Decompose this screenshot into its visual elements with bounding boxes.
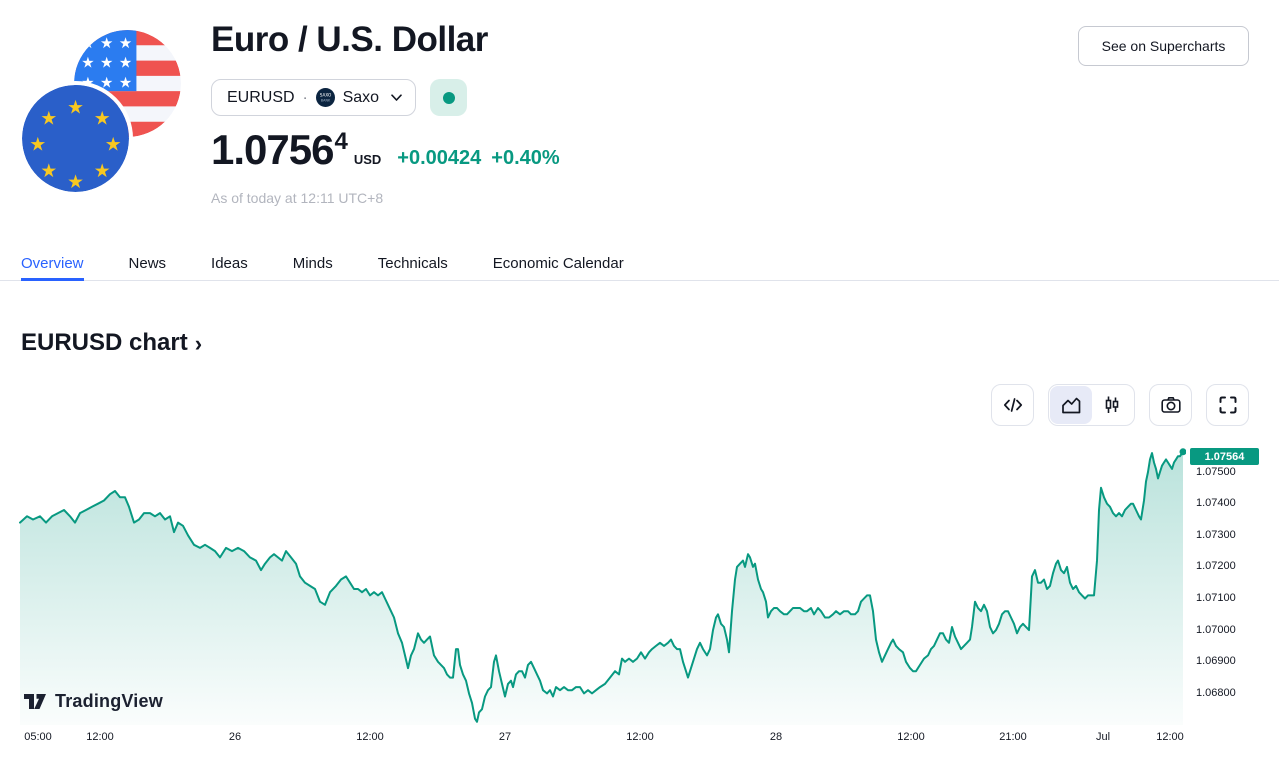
price-change: +0.00424 +0.40% xyxy=(397,147,559,170)
camera-icon xyxy=(1159,393,1183,417)
price-chart: 1.07500 1.07400 1.07300 1.07200 1.07100 1.070… xyxy=(0,448,1279,758)
price-scale[interactable]: 1.07500 1.07400 1.07300 1.07200 1.07100 1.070… xyxy=(1196,448,1276,725)
tab-ideas[interactable]: Ideas xyxy=(211,247,248,281)
x-axis-label: 12:00 xyxy=(1156,731,1184,743)
symbol-name: EURUSD xyxy=(227,88,295,106)
tradingview-attribution[interactable]: TradingView xyxy=(22,691,163,712)
x-axis-label: 12:00 xyxy=(626,731,654,743)
last-price-badge: 1.07564 xyxy=(1190,448,1259,465)
price-line xyxy=(19,450,1184,723)
page-title: Euro / U.S. Dollar xyxy=(211,20,488,59)
symbol-row: EURUSD · SAXO BANK Saxo xyxy=(211,79,468,116)
candlestick-icon xyxy=(1100,393,1124,417)
candlestick-chart-type-button[interactable] xyxy=(1092,386,1134,424)
y-axis-label: 1.07400 xyxy=(1196,497,1236,509)
embed-code-button[interactable] xyxy=(991,384,1034,426)
tradingview-logo-text: TradingView xyxy=(55,691,163,711)
tab-minds[interactable]: Minds xyxy=(293,247,333,281)
price-fractional-digit: 4 xyxy=(334,128,347,155)
x-axis-label: 12:00 xyxy=(897,731,925,743)
svg-text:★: ★ xyxy=(100,54,113,72)
change-percent: +0.40% xyxy=(491,147,560,169)
market-open-dot-icon xyxy=(442,91,455,104)
price-currency: USD xyxy=(353,152,382,167)
x-axis-label: 12:00 xyxy=(356,731,384,743)
svg-text:★: ★ xyxy=(81,34,94,52)
change-absolute: +0.00424 xyxy=(397,147,482,169)
x-axis-label: 26 xyxy=(228,731,242,743)
svg-text:★: ★ xyxy=(81,54,94,72)
code-icon xyxy=(1002,394,1024,416)
symbol-selector[interactable]: EURUSD · SAXO BANK Saxo xyxy=(211,79,417,116)
svg-text:★: ★ xyxy=(105,134,122,155)
y-axis-label: 1.07000 xyxy=(1196,624,1236,636)
usd-flag-icon: ★ ★ ★ ★ ★ ★ ★ ★ ★ xyxy=(74,30,181,137)
see-on-supercharts-button[interactable]: See on Supercharts xyxy=(1078,26,1249,66)
x-axis-label: 05:00 xyxy=(24,731,52,743)
snapshot-button[interactable] xyxy=(1149,384,1192,426)
chart-heading-link[interactable]: EURUSD chart › xyxy=(21,329,202,357)
svg-text:★: ★ xyxy=(67,172,84,192)
y-axis-label: 1.07100 xyxy=(1196,592,1236,604)
price-row: 1.07564 USD +0.00424 +0.40% xyxy=(211,126,560,174)
last-price-dot xyxy=(1179,448,1186,456)
tradingview-logo-icon xyxy=(22,692,48,712)
svg-text:★: ★ xyxy=(94,109,111,130)
svg-text:★: ★ xyxy=(100,34,113,52)
chevron-down-icon xyxy=(391,93,402,102)
svg-text:SAXO: SAXO xyxy=(319,92,331,97)
svg-text:★: ★ xyxy=(119,73,132,91)
chart-plot-area[interactable] xyxy=(0,448,1186,725)
y-axis-label: 1.06800 xyxy=(1196,687,1236,699)
time-scale[interactable]: 05:00 12:00 26 12:00 27 12:00 28 12:00 21:00 Jul 1… xyxy=(0,731,1186,747)
symbol-separator: · xyxy=(302,89,308,106)
symbol-logo: ★ ★ ★ ★ ★ ★ ★ ★ ★ ★ ★ ★ ★ ★ ★ ★ ★ xyxy=(22,30,188,194)
y-axis-label: 1.07200 xyxy=(1196,560,1236,572)
x-axis-label: 27 xyxy=(498,731,512,743)
y-axis-label: 1.06900 xyxy=(1196,655,1236,667)
svg-text:★: ★ xyxy=(119,34,132,52)
tab-overview[interactable]: Overview xyxy=(21,247,84,281)
chart-type-switcher xyxy=(1048,384,1135,426)
fullscreen-button[interactable] xyxy=(1206,384,1249,426)
svg-text:★: ★ xyxy=(29,134,46,155)
x-axis-label: 28 xyxy=(769,731,783,743)
fullscreen-icon xyxy=(1217,394,1239,416)
svg-text:BANK: BANK xyxy=(320,98,330,102)
tab-news[interactable]: News xyxy=(129,247,167,281)
y-axis-label: 1.07300 xyxy=(1196,529,1236,541)
svg-text:★: ★ xyxy=(94,161,111,182)
x-axis-label: 12:00 xyxy=(86,731,114,743)
x-axis-label: 21:00 xyxy=(999,731,1027,743)
chart-toolbar xyxy=(991,384,1249,426)
symbol-tabs: Overview News Ideas Minds Technicals Economic… xyxy=(0,247,1279,281)
saxo-logo-icon: SAXO BANK xyxy=(315,88,335,107)
area-chart-icon xyxy=(1059,393,1083,417)
chart-heading-text: EURUSD chart xyxy=(21,329,188,356)
price-timestamp: As of today at 12:11 UTC+8 xyxy=(211,190,384,206)
area-fill xyxy=(20,451,1183,725)
area-chart-type-button[interactable] xyxy=(1050,386,1092,424)
chevron-right-icon: › xyxy=(194,331,203,356)
svg-text:★: ★ xyxy=(100,73,113,91)
market-status-indicator xyxy=(430,79,468,116)
eur-flag-icon: ★ ★ ★ ★ ★ ★ ★ ★ xyxy=(22,85,129,192)
svg-text:★: ★ xyxy=(40,109,57,130)
svg-text:★: ★ xyxy=(119,54,132,72)
last-price: 1.07564 xyxy=(211,126,348,173)
x-axis-label: Jul xyxy=(1095,731,1111,743)
svg-text:★: ★ xyxy=(40,161,57,182)
y-axis-label: 1.07500 xyxy=(1196,466,1236,478)
tab-technicals[interactable]: Technicals xyxy=(378,247,448,281)
exchange-name: Saxo xyxy=(342,88,380,106)
svg-text:★: ★ xyxy=(67,98,84,119)
tab-economic-calendar[interactable]: Economic Calendar xyxy=(493,247,624,281)
